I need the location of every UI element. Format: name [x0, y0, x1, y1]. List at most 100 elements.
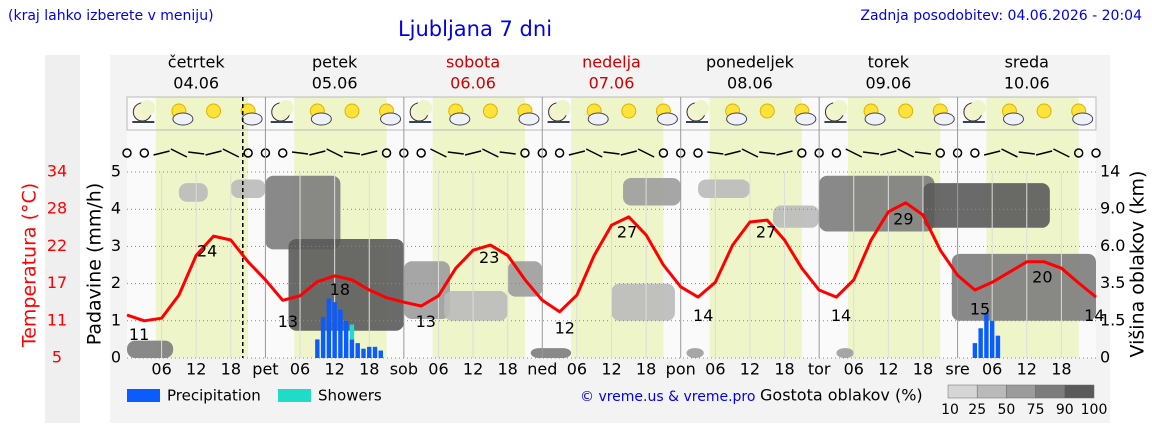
cloud-icon: [172, 112, 194, 126]
y-tick-label: 5: [111, 162, 121, 181]
calm-wind: [277, 148, 288, 158]
temperature-label: 14: [693, 306, 713, 325]
moon-cut: [139, 100, 156, 116]
wind-barb: [759, 151, 776, 155]
precipitation-bar: [989, 320, 995, 358]
sun-icon: [898, 103, 914, 119]
wind-barb: [361, 150, 378, 156]
calm-wind: [554, 148, 565, 158]
x-tick-label: 18: [774, 360, 794, 379]
legend-label: Precipitation: [167, 387, 261, 405]
moon-cut: [969, 100, 986, 116]
cloud-legend-title: Gostota oblakov (%): [760, 386, 923, 405]
x-tick-label: 18: [221, 360, 241, 379]
cloud-cell: [230, 179, 266, 199]
wind-barb: [1035, 150, 1053, 156]
cloud-cell: [530, 348, 572, 358]
wind-barb: [188, 151, 205, 155]
cloud-tick-label: 9.0: [1100, 199, 1125, 218]
wind-barb: [482, 148, 499, 158]
x-tick-label: 18: [359, 360, 379, 379]
precipitation-bar: [315, 339, 320, 358]
precipitation-bar: [349, 339, 355, 358]
x-tick-label: pet: [252, 360, 278, 379]
temperature-label: 18: [330, 280, 350, 299]
cloud-icon: [656, 112, 678, 126]
moon-cut: [554, 100, 571, 116]
day-name: torek: [868, 53, 910, 72]
wind-barb: [845, 148, 863, 158]
wind-barb: [707, 151, 724, 155]
cloud-cell: [444, 291, 508, 321]
cloud-icon: [518, 112, 540, 126]
precipitation-bar: [995, 335, 1001, 358]
legend-swatch: [278, 389, 311, 402]
precipitation-bar: [326, 298, 332, 358]
x-tick-label: 06: [982, 360, 1002, 379]
y-tick-label: 0: [111, 348, 121, 367]
temperature-tick-label: 28: [47, 199, 67, 218]
wind-barb: [880, 150, 897, 156]
temperature-label: 13: [278, 312, 298, 331]
chart-title: Ljubljana 7 dni: [398, 17, 552, 41]
x-tick-label: 06: [151, 360, 171, 379]
precipitation-bar: [978, 328, 983, 358]
day-date: 05.06: [312, 74, 358, 93]
day-date: 10.06: [1004, 74, 1050, 93]
calm-wind: [970, 148, 980, 158]
calm-wind: [1073, 148, 1084, 158]
calm-wind: [416, 148, 426, 158]
precipitation-bar: [984, 313, 989, 358]
moon-cut: [277, 100, 294, 116]
x-tick-label: 18: [1051, 360, 1071, 379]
x-tick-label: tor: [808, 360, 831, 379]
y-tick-label: 2: [111, 273, 121, 292]
day-date: 08.06: [727, 74, 773, 93]
y-tick-label: 1: [111, 310, 121, 329]
cloud-icon: [587, 112, 609, 126]
wind-barb: [1001, 148, 1018, 158]
x-tick-label: 18: [636, 360, 656, 379]
cloud-legend-swatch: [1006, 384, 1036, 399]
sun-icon: [1036, 103, 1052, 119]
y-axis-label: Padavine (mm/h): [84, 183, 106, 346]
x-tick-label: sob: [390, 360, 418, 379]
legend-swatch: [127, 389, 160, 402]
legend-label: Showers: [318, 387, 382, 405]
moon-cut: [693, 100, 710, 116]
day-date: 06.06: [450, 74, 496, 93]
temperature-label: 29: [893, 210, 913, 229]
cloud-icon: [310, 112, 332, 126]
calm-wind: [797, 148, 807, 158]
precipitation-bar: [361, 348, 366, 358]
calm-wind: [831, 148, 842, 158]
temperature-label: 14: [831, 306, 851, 325]
cloud-legend-swatch: [947, 384, 978, 399]
x-tick-label: 12: [740, 360, 760, 379]
x-tick-label: pon: [666, 360, 696, 379]
cloud-tick-label: 3.5: [1100, 273, 1125, 292]
cloud-icon: [726, 112, 748, 126]
temperature-tick-label: 17: [47, 273, 67, 292]
wind-barb: [862, 151, 880, 155]
moon-cut: [831, 100, 848, 116]
temperature-label: 24: [197, 242, 217, 261]
x-tick-label: 06: [428, 360, 448, 379]
icon-row-frame: [126, 96, 1097, 131]
temperature-tick-label: 5: [52, 348, 62, 367]
cloud-tick-label: 6.0: [1100, 236, 1125, 255]
precipitation-bar: [355, 343, 360, 358]
wind-barb: [170, 148, 188, 158]
day-name: sobota: [446, 53, 500, 72]
x-tick-label: 12: [601, 360, 621, 379]
temperature-label: 27: [617, 222, 637, 241]
wind-barb: [499, 151, 516, 155]
cloud-cell: [611, 283, 675, 321]
sun-icon: [621, 103, 637, 119]
moon-cut: [416, 100, 433, 116]
wind-barb: [724, 150, 741, 156]
precipitation-bar: [372, 346, 378, 358]
day-date: 04.06: [173, 74, 219, 93]
